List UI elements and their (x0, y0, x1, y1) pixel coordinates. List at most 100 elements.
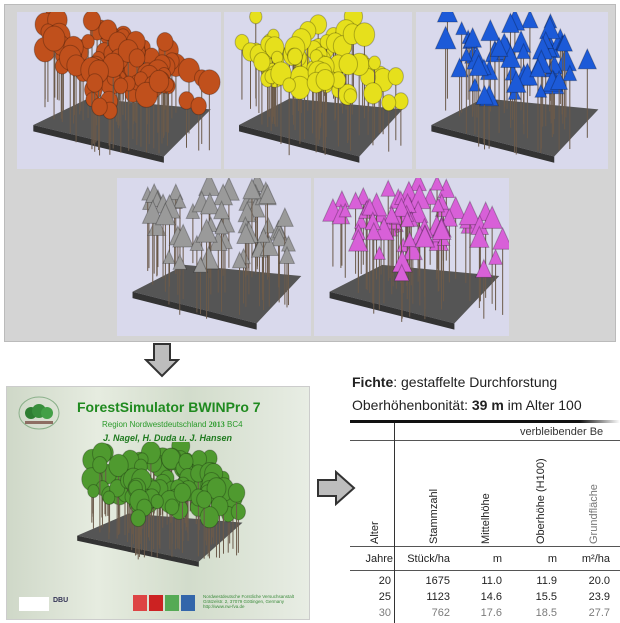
yield-table: Fichte: gestaffelte Durchforstung Oberhö… (350, 370, 620, 623)
region-text: Region Nordwestdeutschland (102, 420, 207, 429)
tree-crown (440, 207, 459, 227)
tree-crown (372, 245, 386, 260)
dbu-text: DBU (53, 597, 69, 604)
tree-crown (91, 97, 108, 117)
stand-scene-1 (17, 12, 221, 169)
tree-crown (256, 227, 271, 243)
tree-crown (164, 498, 180, 516)
tree-crown (81, 33, 95, 50)
tree-crown (258, 183, 277, 205)
tree-crown (383, 205, 401, 224)
tree-crown (414, 224, 436, 248)
down-arrow-icon (144, 343, 180, 378)
tree-crown (538, 15, 561, 40)
tree-crown (172, 253, 188, 270)
tree-crown (192, 256, 209, 273)
tree-crown (154, 201, 176, 226)
tree-crown (381, 94, 397, 112)
tree-crown (236, 222, 256, 244)
tree-crown (481, 205, 504, 229)
tree-crown (278, 245, 296, 264)
tree-crown (173, 193, 187, 209)
tree-crown (275, 206, 294, 227)
simulated-stand (77, 442, 246, 567)
tree-crown (577, 47, 598, 70)
tree-crown (189, 234, 205, 252)
tree-crown (212, 200, 231, 220)
table-cell: 11.0 (481, 575, 502, 587)
tree-crown (431, 217, 452, 241)
tree-crown (458, 200, 482, 226)
site-suffix: im Alter 100 (503, 397, 582, 413)
tree-crown (190, 96, 207, 116)
tree-crown (162, 249, 176, 265)
tree-crown (172, 223, 195, 248)
table-cell: 30 (378, 607, 391, 619)
stand-scene-4 (117, 178, 311, 336)
ground-edge (431, 125, 555, 163)
ground-plate (239, 98, 403, 157)
tree-crown (230, 503, 246, 521)
tree-crown (156, 31, 174, 52)
table-cell: 17.6 (480, 607, 502, 619)
column-header: Grundfläche (588, 484, 600, 544)
tree-crown (150, 494, 164, 510)
ground-edge (239, 125, 360, 163)
tree-crown (108, 453, 129, 478)
table-cell: 20 (378, 575, 391, 587)
code-text: BC4 (226, 420, 243, 429)
tree-crown (338, 202, 353, 218)
tree-crown (434, 25, 457, 50)
tree-crown (402, 230, 418, 248)
tree-crown (353, 212, 369, 229)
tree-crown (214, 218, 229, 235)
tree-crown (199, 506, 220, 529)
tree-crown (402, 237, 424, 261)
simulator-logo (18, 396, 60, 430)
tree-crown (87, 483, 100, 499)
tree-crown (343, 88, 358, 104)
ministry-logo (19, 597, 49, 611)
tree-crown (128, 48, 146, 68)
tree-crown (249, 12, 263, 25)
tree-crown (259, 234, 279, 256)
tree-crown (556, 32, 574, 52)
tree-crown (242, 178, 262, 200)
tree-crown (197, 245, 220, 270)
institute-url[interactable]: http://www.nw-fva.de (203, 604, 245, 609)
species: Fichte (352, 374, 394, 390)
unit-label: Stück/ha (407, 553, 450, 565)
year-text: 2013 (208, 420, 225, 429)
institute-name: Nordwestdeutsche Forstliche Versuchsanst… (203, 594, 295, 599)
tree-crown (195, 218, 218, 243)
table-cell: 15.5 (535, 591, 557, 603)
unit-label: m (492, 553, 502, 565)
tree-crown (353, 22, 376, 47)
tree-crown (380, 179, 397, 197)
tree-crown (387, 67, 404, 86)
tree-crown (450, 56, 469, 78)
tree-crown (436, 12, 459, 23)
tree-crown (469, 225, 490, 248)
tree-crown (287, 47, 303, 66)
tree-crown (507, 84, 522, 100)
table-title: Fichte: gestaffelte Durchforstung (352, 374, 557, 390)
tree-crown (501, 12, 520, 33)
tree-crown (173, 482, 192, 503)
tree-crown (392, 197, 411, 217)
tree-crown (399, 210, 415, 228)
tree-crown (253, 51, 271, 72)
tree-crown (260, 216, 276, 234)
tree-crown (500, 44, 522, 69)
ground-plate (329, 264, 500, 324)
column-header: Mittelhöhe (480, 493, 492, 544)
tree-crown (505, 69, 527, 93)
tree-crown (270, 227, 288, 247)
site-index: Oberhöhenbonität: 39 m im Alter 100 (352, 397, 582, 413)
tree-crown (102, 490, 116, 505)
table-cell: 14.6 (480, 591, 502, 603)
tree-crown (562, 64, 578, 82)
tree-crown (529, 57, 547, 78)
tree-crown (474, 258, 493, 278)
treatment: : gestaffelte Durchforstung (393, 374, 558, 390)
